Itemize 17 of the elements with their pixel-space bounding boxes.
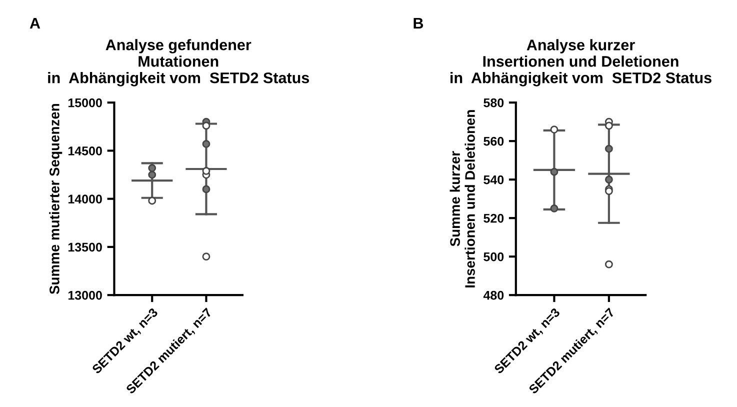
y-tick-label: 540 [484,175,504,184]
text: A [30,18,40,28]
y-tick-label: 520 [484,214,504,223]
y-tick-label: 500 [484,252,504,262]
chart-title: Analyse kurzer Insertionen und Deletionen in Abhängigkeit vom SETD2 Status [450,39,712,86]
y-tick-label: 15000 [68,98,102,108]
y-tick-label: 580 [484,98,504,108]
y-tick-label: 480 [483,290,504,300]
chart-title: Analyse gefundener Mutationen in Abhängigkeit vom SETD2 Status [48,39,310,86]
y-tick-label: 560 [484,136,504,146]
y-tick-label: 14500 [68,146,102,156]
y-tick-label: 14000 [68,194,102,204]
text: B [414,18,424,28]
y-tick-label: 13500 [68,242,102,252]
y-tick-label: 13000 [68,290,102,300]
y-axis-title: Summe kurzer Insertionen und Deletionen [450,110,475,288]
y-axis-title: Summe mutierter Sequenzen [49,104,62,294]
